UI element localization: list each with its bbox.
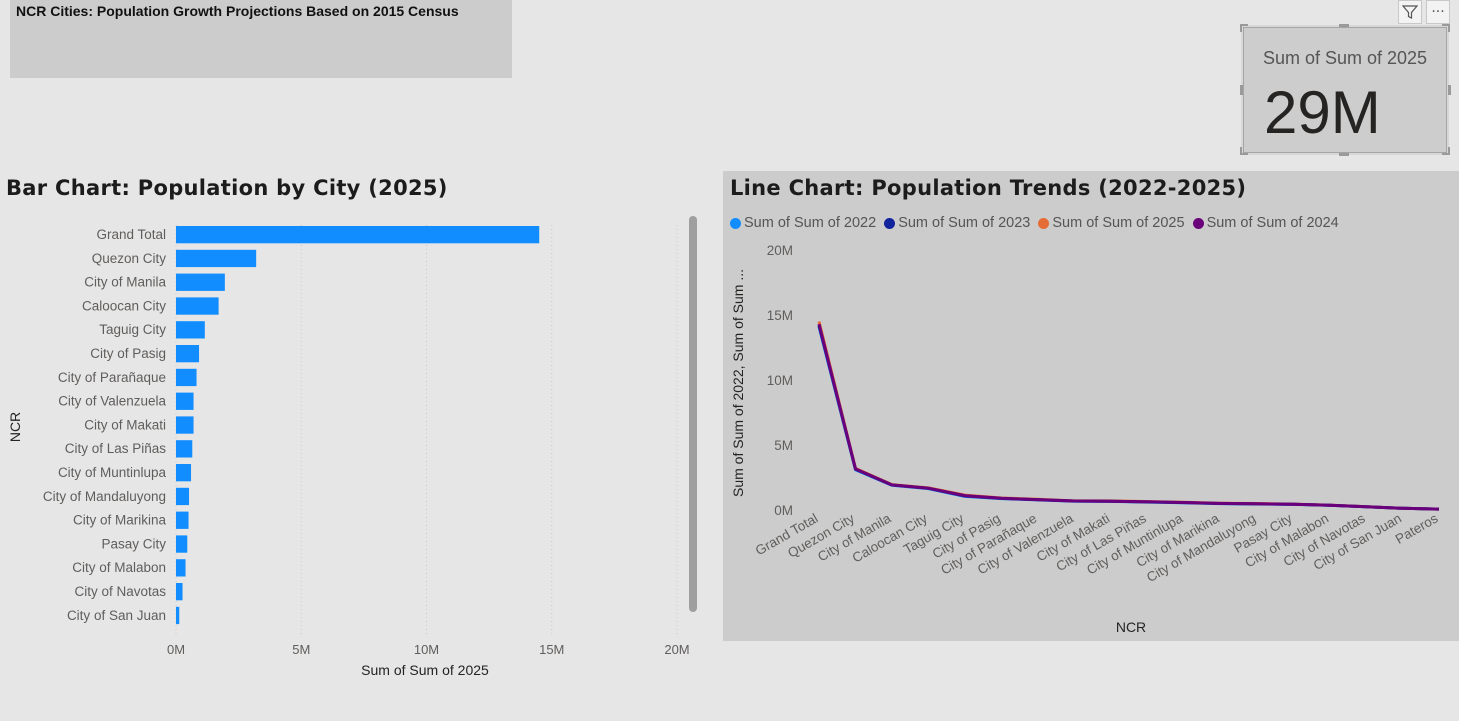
legend-item[interactable]: Sum of Sum of 2024 [1192, 215, 1339, 231]
resize-handle[interactable] [1448, 24, 1450, 32]
y-axis-title: NCR [7, 412, 23, 442]
y-tick-label: Quezon City [92, 251, 167, 266]
bar[interactable] [176, 321, 205, 339]
legend-item[interactable]: Sum of Sum of 2022 [730, 215, 876, 231]
series-line[interactable] [817, 326, 1440, 511]
resize-handle[interactable] [1442, 24, 1450, 26]
y-tick-label: City of Pasig [90, 346, 166, 361]
y-tick-label: 5M [774, 438, 793, 453]
kpi-card-value: 29M [1264, 79, 1381, 146]
legend-marker [1192, 217, 1204, 229]
y-tick-label: City of Las Piñas [65, 441, 167, 456]
bar[interactable] [176, 416, 194, 434]
y-axis-title: Sum of Sum of 2022, Sum of Sum ... [730, 269, 746, 497]
y-tick-label: 15M [767, 308, 793, 323]
y-tick-label: 20M [767, 243, 793, 258]
resize-handle[interactable] [1240, 24, 1242, 32]
bar[interactable] [176, 464, 192, 482]
series-line[interactable] [817, 321, 1440, 511]
visual-toolbar: ··· [1398, 0, 1450, 24]
bar[interactable] [176, 249, 257, 268]
y-tick-label: City of Marikina [73, 513, 167, 528]
bar[interactable] [176, 297, 219, 315]
legend-label: Sum of Sum of 2025 [1052, 215, 1185, 231]
resize-handle[interactable] [1442, 153, 1450, 155]
bar[interactable] [176, 535, 188, 553]
x-axis-title: Sum of Sum of 2025 [361, 662, 489, 678]
x-axis-title: NCR [1116, 619, 1146, 635]
x-tick-label: 5M [292, 642, 310, 657]
kpi-card[interactable]: Sum of Sum of 2025 29M [1243, 27, 1447, 153]
resize-handle[interactable] [1339, 153, 1349, 156]
legend-marker [884, 217, 896, 229]
y-tick-label: City of Mandaluyong [43, 489, 166, 504]
line-chart-title: Line Chart: Population Trends (2022-2025… [730, 176, 1247, 200]
x-tick-label: 15M [539, 642, 564, 657]
resize-handle[interactable] [1240, 85, 1243, 95]
x-tick-label: 10M [414, 642, 439, 657]
x-tick-label: 20M [664, 642, 689, 657]
bar[interactable] [176, 487, 190, 506]
bar[interactable] [176, 440, 193, 458]
more-options-icon[interactable]: ··· [1426, 0, 1450, 24]
x-tick-label: Pateros [1393, 510, 1441, 546]
bar[interactable] [176, 583, 183, 601]
y-tick-label: Caloocan City [82, 298, 166, 313]
line-chart-legend: Sum of Sum of 2022 Sum of Sum of 2023 Sum … [730, 215, 1339, 231]
y-tick-label: City of Makati [84, 417, 166, 432]
resize-handle[interactable] [1339, 24, 1349, 27]
y-tick-label: City of Navotas [74, 584, 166, 599]
y-tick-label: City of Valenzuela [58, 394, 166, 409]
bar-chart[interactable]: 0M 5M 10M 15M 20M Grand Total Quezon City City … [0, 200, 720, 720]
y-tick-label: Grand Total [96, 227, 166, 242]
bar[interactable] [176, 226, 540, 244]
resize-handle[interactable] [1448, 85, 1451, 95]
legend-label: Sum of Sum of 2022 [744, 215, 877, 231]
y-tick-label: 0M [774, 503, 793, 518]
resize-handle[interactable] [1240, 24, 1248, 26]
legend-marker [1038, 217, 1050, 229]
bar[interactable] [176, 606, 180, 625]
y-tick-label: City of Parañaque [58, 370, 166, 385]
bar[interactable] [176, 368, 197, 387]
y-tick-label: City of Manila [84, 275, 166, 290]
resize-handle[interactable] [1240, 147, 1242, 155]
filter-icon[interactable] [1398, 0, 1422, 24]
bar[interactable] [176, 345, 200, 363]
y-tick-label: Pasay City [101, 536, 166, 551]
resize-handle[interactable] [1448, 147, 1450, 155]
x-tick-label: 0M [167, 642, 185, 657]
y-tick-label: City of Malabon [72, 560, 166, 575]
bar-chart-title: Bar Chart: Population by City (2025) [6, 176, 448, 200]
bar[interactable] [176, 511, 189, 529]
legend-item[interactable]: Sum of Sum of 2025 [1038, 215, 1185, 231]
bar[interactable] [176, 392, 194, 410]
y-tick-label: City of San Juan [67, 608, 166, 623]
kpi-card-label: Sum of Sum of 2025 [1262, 48, 1428, 68]
legend-item[interactable]: Sum of Sum of 2023 [884, 215, 1030, 231]
series-line[interactable] [817, 325, 1440, 511]
y-tick-label: 10M [767, 373, 793, 388]
report-title-box: NCR Cities: Population Growth Projection… [10, 0, 512, 78]
resize-handle[interactable] [1240, 153, 1248, 155]
legend-label: Sum of Sum of 2024 [1206, 215, 1339, 231]
legend-marker [730, 217, 741, 229]
line-chart-panel [723, 171, 1459, 641]
bar[interactable] [176, 559, 186, 577]
bar[interactable] [176, 273, 225, 291]
page-title: NCR Cities: Population Growth Projection… [16, 3, 459, 19]
y-tick-label: Taguig City [99, 322, 166, 337]
y-tick-label: City of Muntinlupa [58, 465, 167, 480]
series-line[interactable] [817, 323, 1440, 511]
scrollbar[interactable] [689, 216, 697, 612]
legend-label: Sum of Sum of 2023 [898, 215, 1031, 231]
